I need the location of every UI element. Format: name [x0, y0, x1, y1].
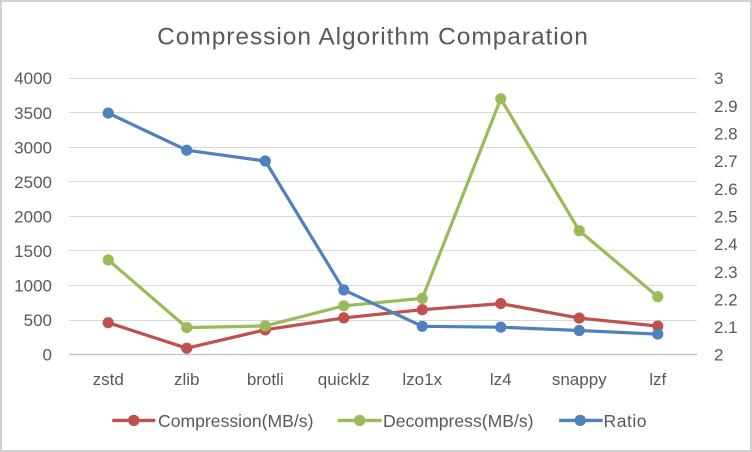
svg-text:0: 0 [43, 346, 52, 365]
svg-text:2.6: 2.6 [714, 180, 738, 199]
svg-text:quicklz: quicklz [318, 370, 370, 389]
svg-text:lzo1x: lzo1x [402, 370, 442, 389]
svg-text:zstd: zstd [93, 370, 124, 389]
svg-text:brotli: brotli [247, 370, 284, 389]
svg-text:Ratio: Ratio [604, 411, 648, 431]
svg-text:lz4: lz4 [490, 370, 512, 389]
svg-text:2000: 2000 [14, 208, 52, 227]
svg-text:2.7: 2.7 [714, 152, 738, 171]
svg-text:1000: 1000 [14, 277, 52, 296]
svg-text:500: 500 [24, 311, 52, 330]
svg-text:1500: 1500 [14, 242, 52, 261]
svg-text:2: 2 [714, 346, 723, 365]
svg-text:Compression(MB/s): Compression(MB/s) [158, 411, 313, 431]
svg-text:2.5: 2.5 [714, 208, 738, 227]
svg-text:Compression Algorithm Comparat: Compression Algorithm Comparation [157, 24, 589, 51]
svg-text:2.3: 2.3 [714, 263, 738, 282]
svg-text:3: 3 [714, 69, 723, 88]
svg-text:snappy: snappy [552, 370, 607, 389]
svg-text:3500: 3500 [14, 104, 52, 123]
svg-text:Decompress(MB/s): Decompress(MB/s) [383, 411, 534, 431]
svg-text:2.4: 2.4 [714, 235, 738, 254]
svg-text:4000: 4000 [14, 69, 52, 88]
svg-text:2500: 2500 [14, 173, 52, 192]
svg-text:2.8: 2.8 [714, 125, 738, 144]
svg-text:2.1: 2.1 [714, 318, 738, 337]
svg-text:2.9: 2.9 [714, 97, 738, 116]
svg-text:zlib: zlib [174, 370, 200, 389]
svg-text:lzf: lzf [649, 370, 666, 389]
svg-text:2.2: 2.2 [714, 290, 738, 309]
svg-text:3000: 3000 [14, 138, 52, 157]
